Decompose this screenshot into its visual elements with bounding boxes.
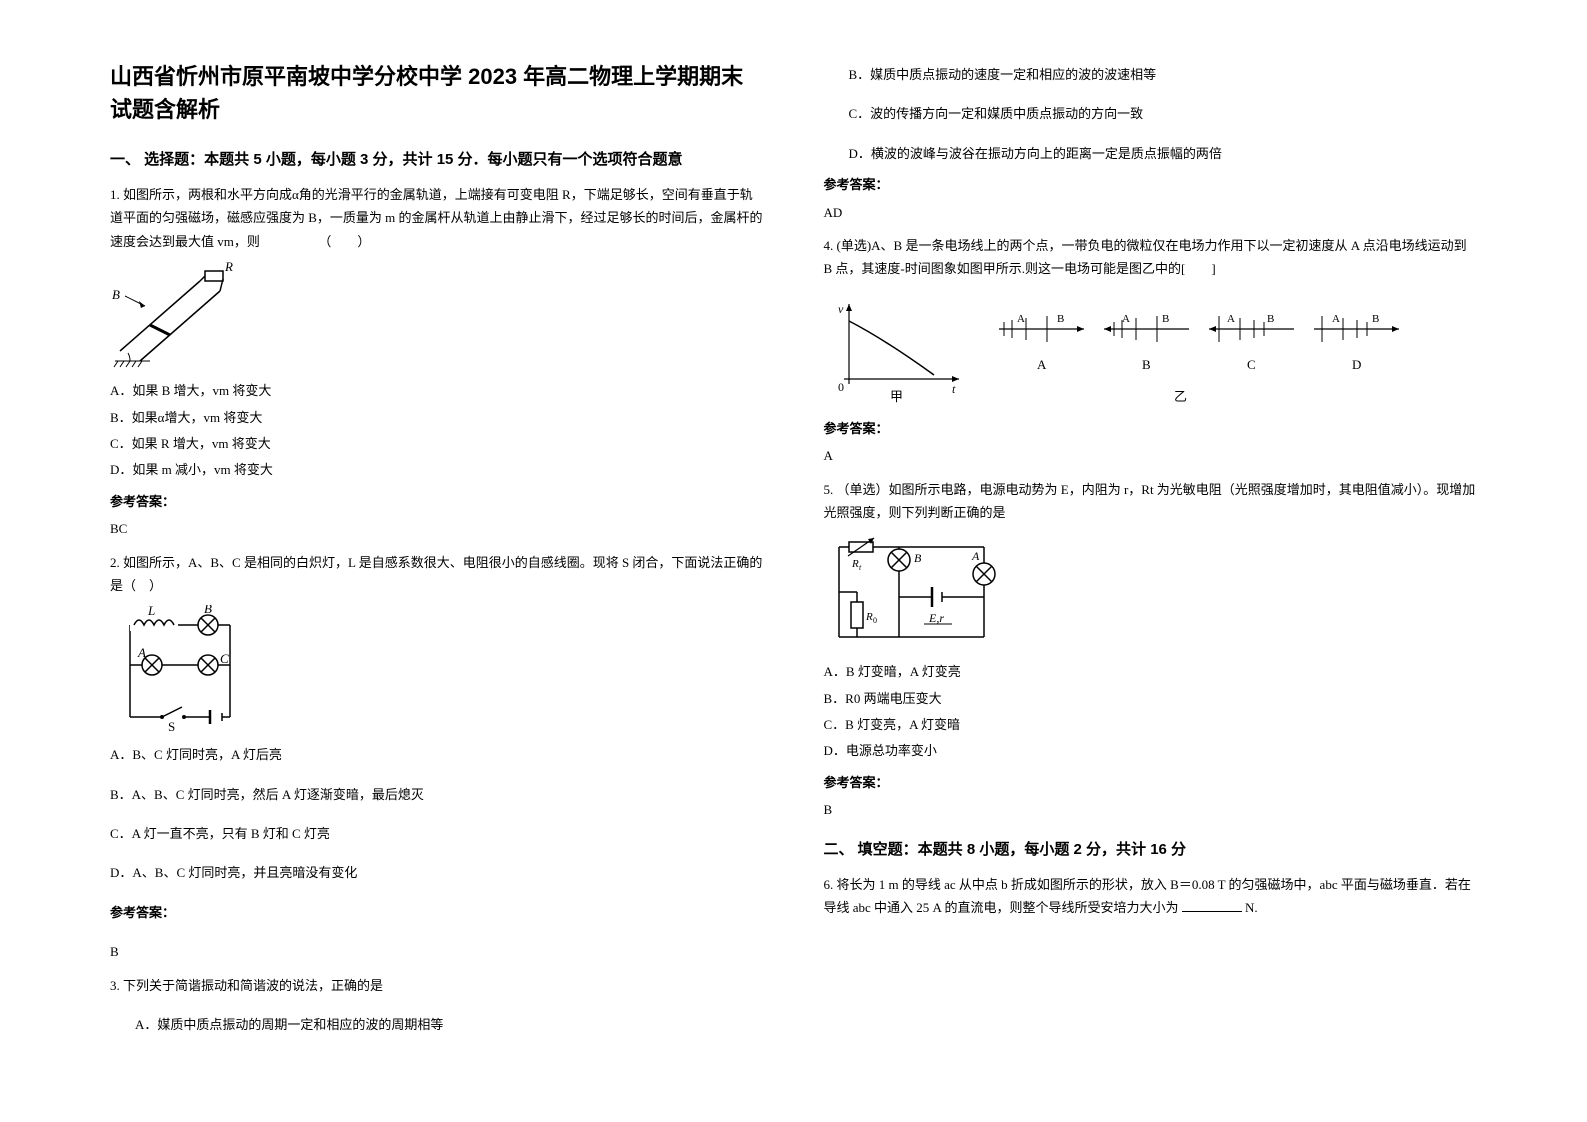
svg-text:t: t	[952, 382, 956, 396]
svg-text:B: B	[1142, 357, 1151, 372]
exam-title: 山西省忻州市原平南坡中学分校中学 2023 年高二物理上学期期末试题含解析	[110, 60, 764, 126]
svg-text:0: 0	[838, 380, 844, 394]
q1-answer-label: 参考答案：	[110, 490, 764, 513]
q5-option-d: D．电源总功率变小	[824, 739, 1478, 762]
svg-text:A: A	[1332, 313, 1340, 325]
svg-text:t: t	[859, 563, 862, 572]
svg-text:甲: 甲	[890, 389, 903, 404]
q6-text-after: N.	[1245, 900, 1258, 915]
svg-text:A: A	[1122, 313, 1130, 325]
question-2: 2. 如图所示，A、B、C 是相同的白炽灯，L 是自感系数很大、电阻很小的自感线…	[110, 551, 764, 964]
svg-text:D: D	[1352, 357, 1361, 372]
q5-option-a: A．B 灯变暗，A 灯变亮	[824, 660, 1478, 683]
svg-text:B: B	[112, 287, 120, 302]
question-5: 5. （单选）如图所示电路，电源电动势为 E，内阻为 r，Rt 为光敏电阻（光照…	[824, 478, 1478, 822]
svg-text:A: A	[1017, 313, 1025, 325]
q4-text: 4. (单选)A、B 是一条电场线上的两个点，一带负电的微粒仅在电场力作用下以一…	[824, 234, 1478, 281]
q2-option-c: C．A 灯一直不亮，只有 B 灯和 C 灯亮	[110, 822, 764, 845]
q3-option-b: B．媒质中质点振动的速度一定和相应的波的波速相等	[824, 63, 1478, 86]
left-column: 山西省忻州市原平南坡中学分校中学 2023 年高二物理上学期期末试题含解析 一、…	[80, 60, 794, 1062]
svg-text:B: B	[204, 605, 212, 616]
q5-figure: R t B R 0 A	[824, 532, 1478, 652]
q4-answer-label: 参考答案：	[824, 417, 1478, 440]
svg-text:B: B	[1162, 313, 1169, 325]
q2-option-b: B．A、B、C 灯同时亮，然后 A 灯逐渐变暗，最后熄灭	[110, 783, 764, 806]
q4-answer: A	[824, 444, 1478, 467]
svg-text:B: B	[1057, 313, 1064, 325]
question-6: 6. 将长为 1 m 的导线 ac 从中点 b 折成如图所示的形状，放入 B＝0…	[824, 873, 1478, 920]
svg-text:L: L	[147, 605, 155, 618]
svg-text:R: R	[851, 558, 859, 570]
q1-answer: BC	[110, 517, 764, 540]
svg-text:0: 0	[873, 616, 877, 625]
q2-figure: L B A C S	[110, 605, 764, 735]
q3-answer: AD	[824, 201, 1478, 224]
q6-text-before: 6. 将长为 1 m 的导线 ac 从中点 b 折成如图所示的形状，放入 B＝0…	[824, 877, 1471, 915]
q1-figure: R B	[110, 261, 764, 371]
svg-text:S: S	[168, 719, 175, 734]
svg-text:R: R	[224, 261, 233, 274]
q3-option-c: C．波的传播方向一定和媒质中质点振动的方向一致	[824, 102, 1478, 125]
question-4: 4. (单选)A、B 是一条电场线上的两个点，一带负电的微粒仅在电场力作用下以一…	[824, 234, 1478, 468]
svg-text:C: C	[220, 651, 229, 666]
q2-option-a: A．B、C 灯同时亮，A 灯后亮	[110, 743, 764, 766]
svg-text:A: A	[1227, 313, 1235, 325]
q2-text: 2. 如图所示，A、B、C 是相同的白炽灯，L 是自感系数很大、电阻很小的自感线…	[110, 551, 764, 598]
q1-text: 1. 如图所示，两根和水平方向成α角的光滑平行的金属轨道，上端接有可变电阻 R，…	[110, 183, 764, 253]
q3-answer-label: 参考答案：	[824, 173, 1478, 196]
svg-text:C: C	[1247, 357, 1256, 372]
section-1-header: 一、 选择题：本题共 5 小题，每小题 3 分，共计 15 分．每小题只有一个选…	[110, 146, 764, 173]
svg-text:E,r: E,r	[928, 611, 944, 625]
q5-option-b: B．R0 两端电压变大	[824, 687, 1478, 710]
right-column: B．媒质中质点振动的速度一定和相应的波的波速相等 C．波的传播方向一定和媒质中质…	[794, 60, 1508, 1062]
q2-option-d: D．A、B、C 灯同时亮，并且亮暗没有变化	[110, 861, 764, 884]
q3-text: 3. 下列关于简谐振动和简谐波的说法，正确的是	[110, 974, 764, 997]
question-1: 1. 如图所示，两根和水平方向成α角的光滑平行的金属轨道，上端接有可变电阻 R，…	[110, 183, 764, 541]
q2-answer: B	[110, 940, 764, 963]
q1-option-c: C．如果 R 增大，vm 将变大	[110, 432, 764, 455]
q5-option-c: C．B 灯变亮，A 灯变暗	[824, 713, 1478, 736]
question-3-part1: 3. 下列关于简谐振动和简谐波的说法，正确的是 A．媒质中质点振动的周期一定和相…	[110, 974, 764, 1037]
q1-option-d: D．如果 m 减小，vm 将变大	[110, 458, 764, 481]
q5-text: 5. （单选）如图所示电路，电源电动势为 E，内阻为 r，Rt 为光敏电阻（光照…	[824, 478, 1478, 525]
svg-text:A: A	[1037, 357, 1047, 372]
svg-text:B: B	[1267, 313, 1274, 325]
q5-answer-label: 参考答案：	[824, 771, 1478, 794]
svg-text:R: R	[865, 611, 873, 623]
q4-figure: v t 0 甲 A B A	[824, 289, 1478, 409]
q5-answer: B	[824, 798, 1478, 821]
svg-text:A: A	[137, 645, 146, 660]
section-2-header: 二、 填空题：本题共 8 小题，每小题 2 分，共计 16 分	[824, 836, 1478, 863]
svg-text:B: B	[1372, 313, 1379, 325]
svg-text:A: A	[971, 549, 980, 563]
question-3-part2: B．媒质中质点振动的速度一定和相应的波的波速相等 C．波的传播方向一定和媒质中质…	[824, 63, 1478, 224]
q2-answer-label: 参考答案：	[110, 901, 764, 924]
q3-option-a: A．媒质中质点振动的周期一定和相应的波的周期相等	[110, 1013, 764, 1036]
svg-text:乙: 乙	[1174, 389, 1187, 404]
q1-option-a: A．如果 B 增大，vm 将变大	[110, 379, 764, 402]
q6-blank	[1182, 898, 1242, 912]
svg-text:v: v	[838, 302, 844, 316]
q1-option-b: B．如果α增大，vm 将变大	[110, 406, 764, 429]
svg-text:B: B	[914, 551, 922, 565]
q3-option-d: D．横波的波峰与波谷在振动方向上的距离一定是质点振幅的两倍	[824, 142, 1478, 165]
